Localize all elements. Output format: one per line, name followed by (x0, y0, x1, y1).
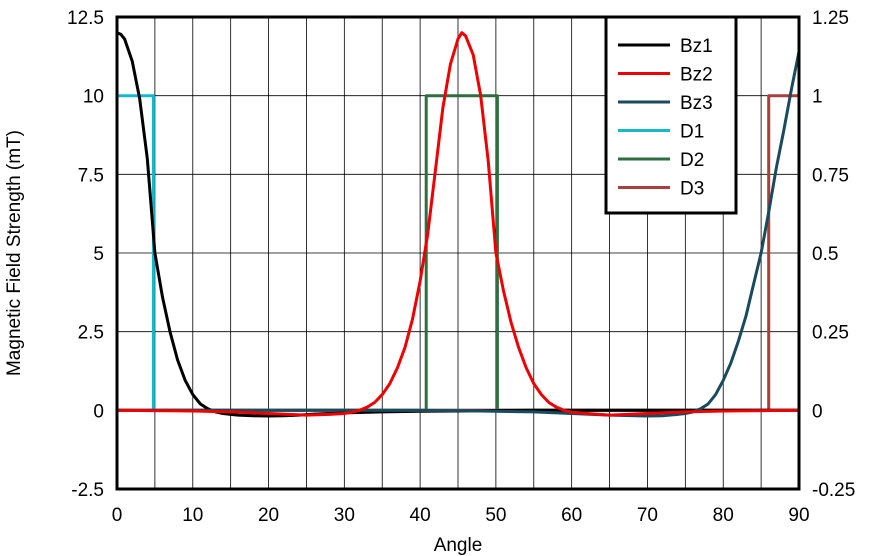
y-tick-label: -2.5 (71, 480, 104, 501)
y-tick-label: 7.5 (78, 165, 104, 186)
plot-frame (115, 15, 801, 491)
x-tick-label: 0 (112, 505, 123, 526)
y-axis-title: Magnetic Field Strength (mT) (4, 130, 25, 376)
x-tick-label: 20 (258, 505, 279, 526)
x-tick-label: 90 (788, 505, 809, 526)
x-tick-label: 40 (410, 505, 431, 526)
x-axis-title: Angle (434, 535, 483, 556)
x-tick-label: 30 (334, 505, 355, 526)
x-tick-label: 70 (637, 505, 658, 526)
y2-tick-label: 0.5 (812, 244, 838, 265)
legend-label-bz1: Bz1 (680, 36, 713, 57)
y-tick-label: 12.5 (67, 8, 104, 29)
legend-label-bz2: Bz2 (680, 65, 713, 86)
series-line-bz1 (116, 31, 799, 418)
series-line-bz2 (116, 31, 800, 417)
y2-tick-labels: -0.25 0 0.25 0.5 0.75 1 1.25 (812, 8, 855, 501)
y2-tick-label: -0.25 (812, 480, 855, 501)
y2-tick-label: 0.25 (812, 323, 849, 344)
y2-tick-label: 0.75 (812, 165, 849, 186)
x-tick-label: 10 (182, 505, 203, 526)
x-tick-label: 50 (485, 505, 506, 526)
y2-tick-label: 1.25 (812, 8, 849, 29)
y-tick-label: 0 (93, 401, 104, 422)
x-tick-labels: 0 10 20 30 40 50 60 70 80 90 (112, 505, 810, 526)
y-tick-label: 2.5 (78, 323, 104, 344)
y-tick-label: 10 (83, 87, 104, 108)
y2-tick-label: 1 (812, 87, 823, 108)
legend-label-d2: D2 (680, 150, 704, 171)
x-tick-label: 80 (713, 505, 734, 526)
legend-box (604, 15, 738, 215)
y2-tick-label: 0 (812, 401, 823, 422)
x-tick-label: 60 (561, 505, 582, 526)
legend: Bz1 Bz2 Bz3 D1 D2 D3 (604, 15, 738, 215)
legend-label-d3: D3 (680, 179, 704, 200)
y-tick-labels: -2.5 0 2.5 5 7.5 10 12.5 (67, 8, 104, 501)
legend-label-d1: D1 (680, 122, 704, 143)
legend-label-bz3: Bz3 (680, 93, 713, 114)
y-tick-label: 5 (93, 244, 104, 265)
series-lines (116, 31, 801, 418)
